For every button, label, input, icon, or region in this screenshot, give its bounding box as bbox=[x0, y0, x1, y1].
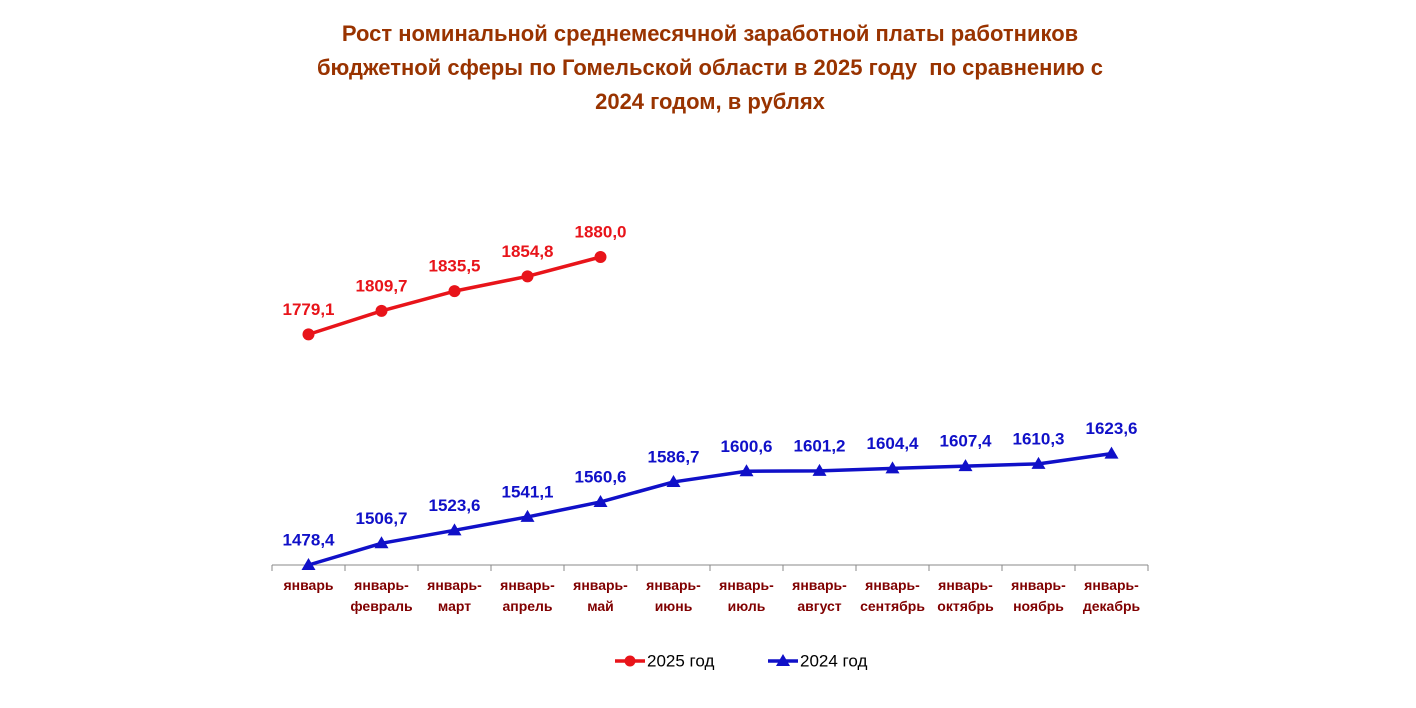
data-label: 1880,0 bbox=[575, 222, 627, 241]
legend-marker bbox=[776, 654, 790, 666]
x-tick-label: январь-октябрь bbox=[937, 577, 994, 614]
x-tick-label: январь-сентябрь bbox=[860, 577, 925, 614]
x-tick-label: январь-август bbox=[792, 577, 847, 614]
point bbox=[885, 461, 900, 474]
point bbox=[666, 474, 681, 487]
point bbox=[594, 251, 607, 263]
point bbox=[593, 494, 608, 507]
data-label: 1809,7 bbox=[356, 276, 408, 295]
x-tick-label: январь-апрель bbox=[500, 577, 555, 614]
data-label: 1601,2 bbox=[794, 436, 846, 455]
x-tick-label: январь bbox=[283, 577, 334, 593]
data-label: 1610,3 bbox=[1013, 429, 1065, 448]
point bbox=[448, 285, 461, 298]
point bbox=[958, 459, 973, 472]
legend-label: 2024 год bbox=[800, 651, 867, 670]
data-label: 1854,8 bbox=[502, 242, 554, 261]
point bbox=[301, 558, 316, 570]
data-label: 1523,6 bbox=[429, 496, 481, 515]
point bbox=[302, 328, 315, 341]
legend-label: 2025 год bbox=[647, 651, 714, 670]
series-line bbox=[308, 451, 1112, 567]
data-label: 1604,4 bbox=[867, 434, 920, 453]
point bbox=[1104, 446, 1119, 459]
data-label: 1560,6 bbox=[575, 467, 627, 486]
data-label: 1835,5 bbox=[429, 257, 481, 276]
data-label: 1779,1 bbox=[283, 300, 335, 319]
point bbox=[374, 536, 389, 549]
data-label: 1541,1 bbox=[502, 482, 554, 501]
data-label: 1478,4 bbox=[283, 530, 336, 549]
point bbox=[521, 270, 534, 283]
data-label: 1600,6 bbox=[721, 437, 773, 456]
data-label: 1506,7 bbox=[356, 509, 408, 528]
data-label: 1586,7 bbox=[648, 447, 700, 466]
x-tick-label: январь-июнь bbox=[646, 577, 701, 614]
point bbox=[520, 509, 535, 522]
point bbox=[375, 304, 388, 317]
point bbox=[1031, 456, 1046, 469]
legend-marker bbox=[624, 655, 636, 667]
x-tick-label: январь-март bbox=[427, 577, 482, 614]
x-tick-label: январь-декабрь bbox=[1082, 577, 1141, 614]
x-tick-label: январь-февраль bbox=[350, 577, 413, 614]
point bbox=[812, 463, 827, 476]
point bbox=[447, 523, 462, 536]
point bbox=[739, 464, 754, 477]
x-tick-label: январь-май bbox=[573, 577, 628, 614]
data-label: 1607,4 bbox=[940, 432, 993, 451]
data-label: 1623,6 bbox=[1086, 419, 1138, 438]
x-tick-label: январь-ноябрь bbox=[1011, 577, 1066, 614]
chart-title: Рост номинальной среднемесячной заработн… bbox=[316, 21, 1110, 114]
x-tick-label: январь-июль bbox=[719, 577, 774, 614]
